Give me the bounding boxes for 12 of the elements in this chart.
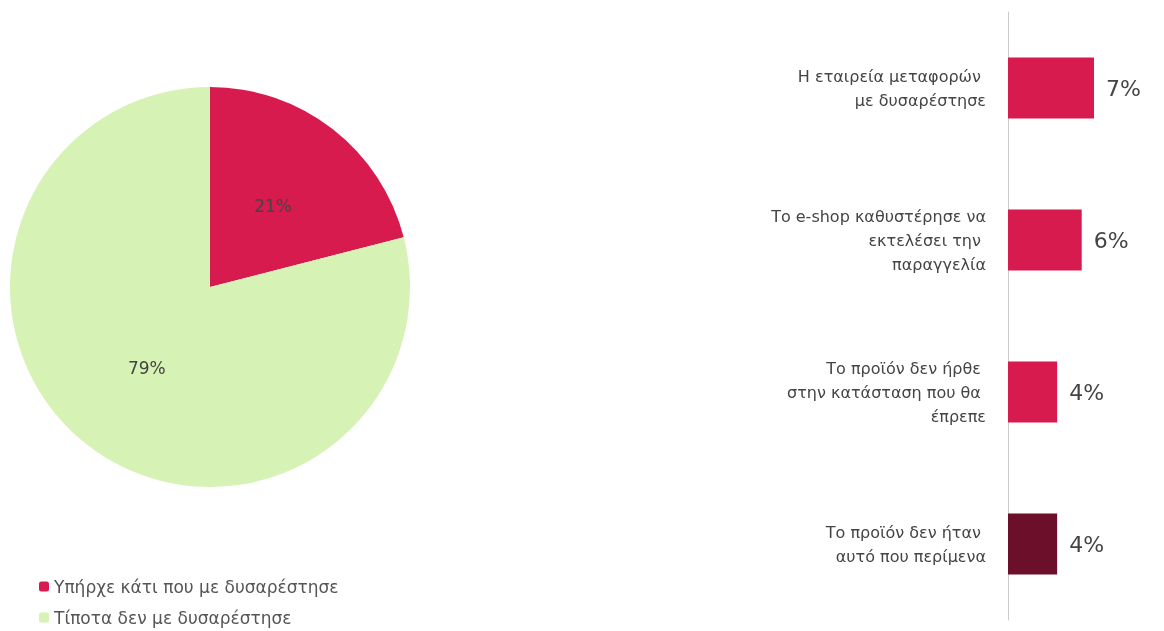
data-label: 7% — [1106, 75, 1141, 101]
y-tick-label: Η εταιρεία μεταφορών με δυσαρέστησε — [797, 66, 986, 110]
y-tick-label: Το προϊόν δεν ήταν αυτό που περίμενα — [824, 522, 986, 566]
data-label: 4% — [1069, 379, 1105, 405]
data-label: 79% — [127, 358, 166, 379]
y-tick-label: Το e-shop καθυστέρησε να εκτελέσει την παραγγελία — [770, 206, 986, 274]
data-label: 6% — [1093, 227, 1129, 253]
legend-label: Υπήρχε κάτι που με δυσαρέστησε — [53, 576, 339, 597]
data-label: 4% — [1069, 531, 1105, 557]
data-label: 21% — [254, 195, 293, 216]
legend-label: Τίποτα δεν με δυσαρέστησε — [53, 607, 292, 628]
y-tick-label: Το προϊόν δεν ήρθε στην κατάσταση που θα έπρεπε — [787, 358, 986, 426]
